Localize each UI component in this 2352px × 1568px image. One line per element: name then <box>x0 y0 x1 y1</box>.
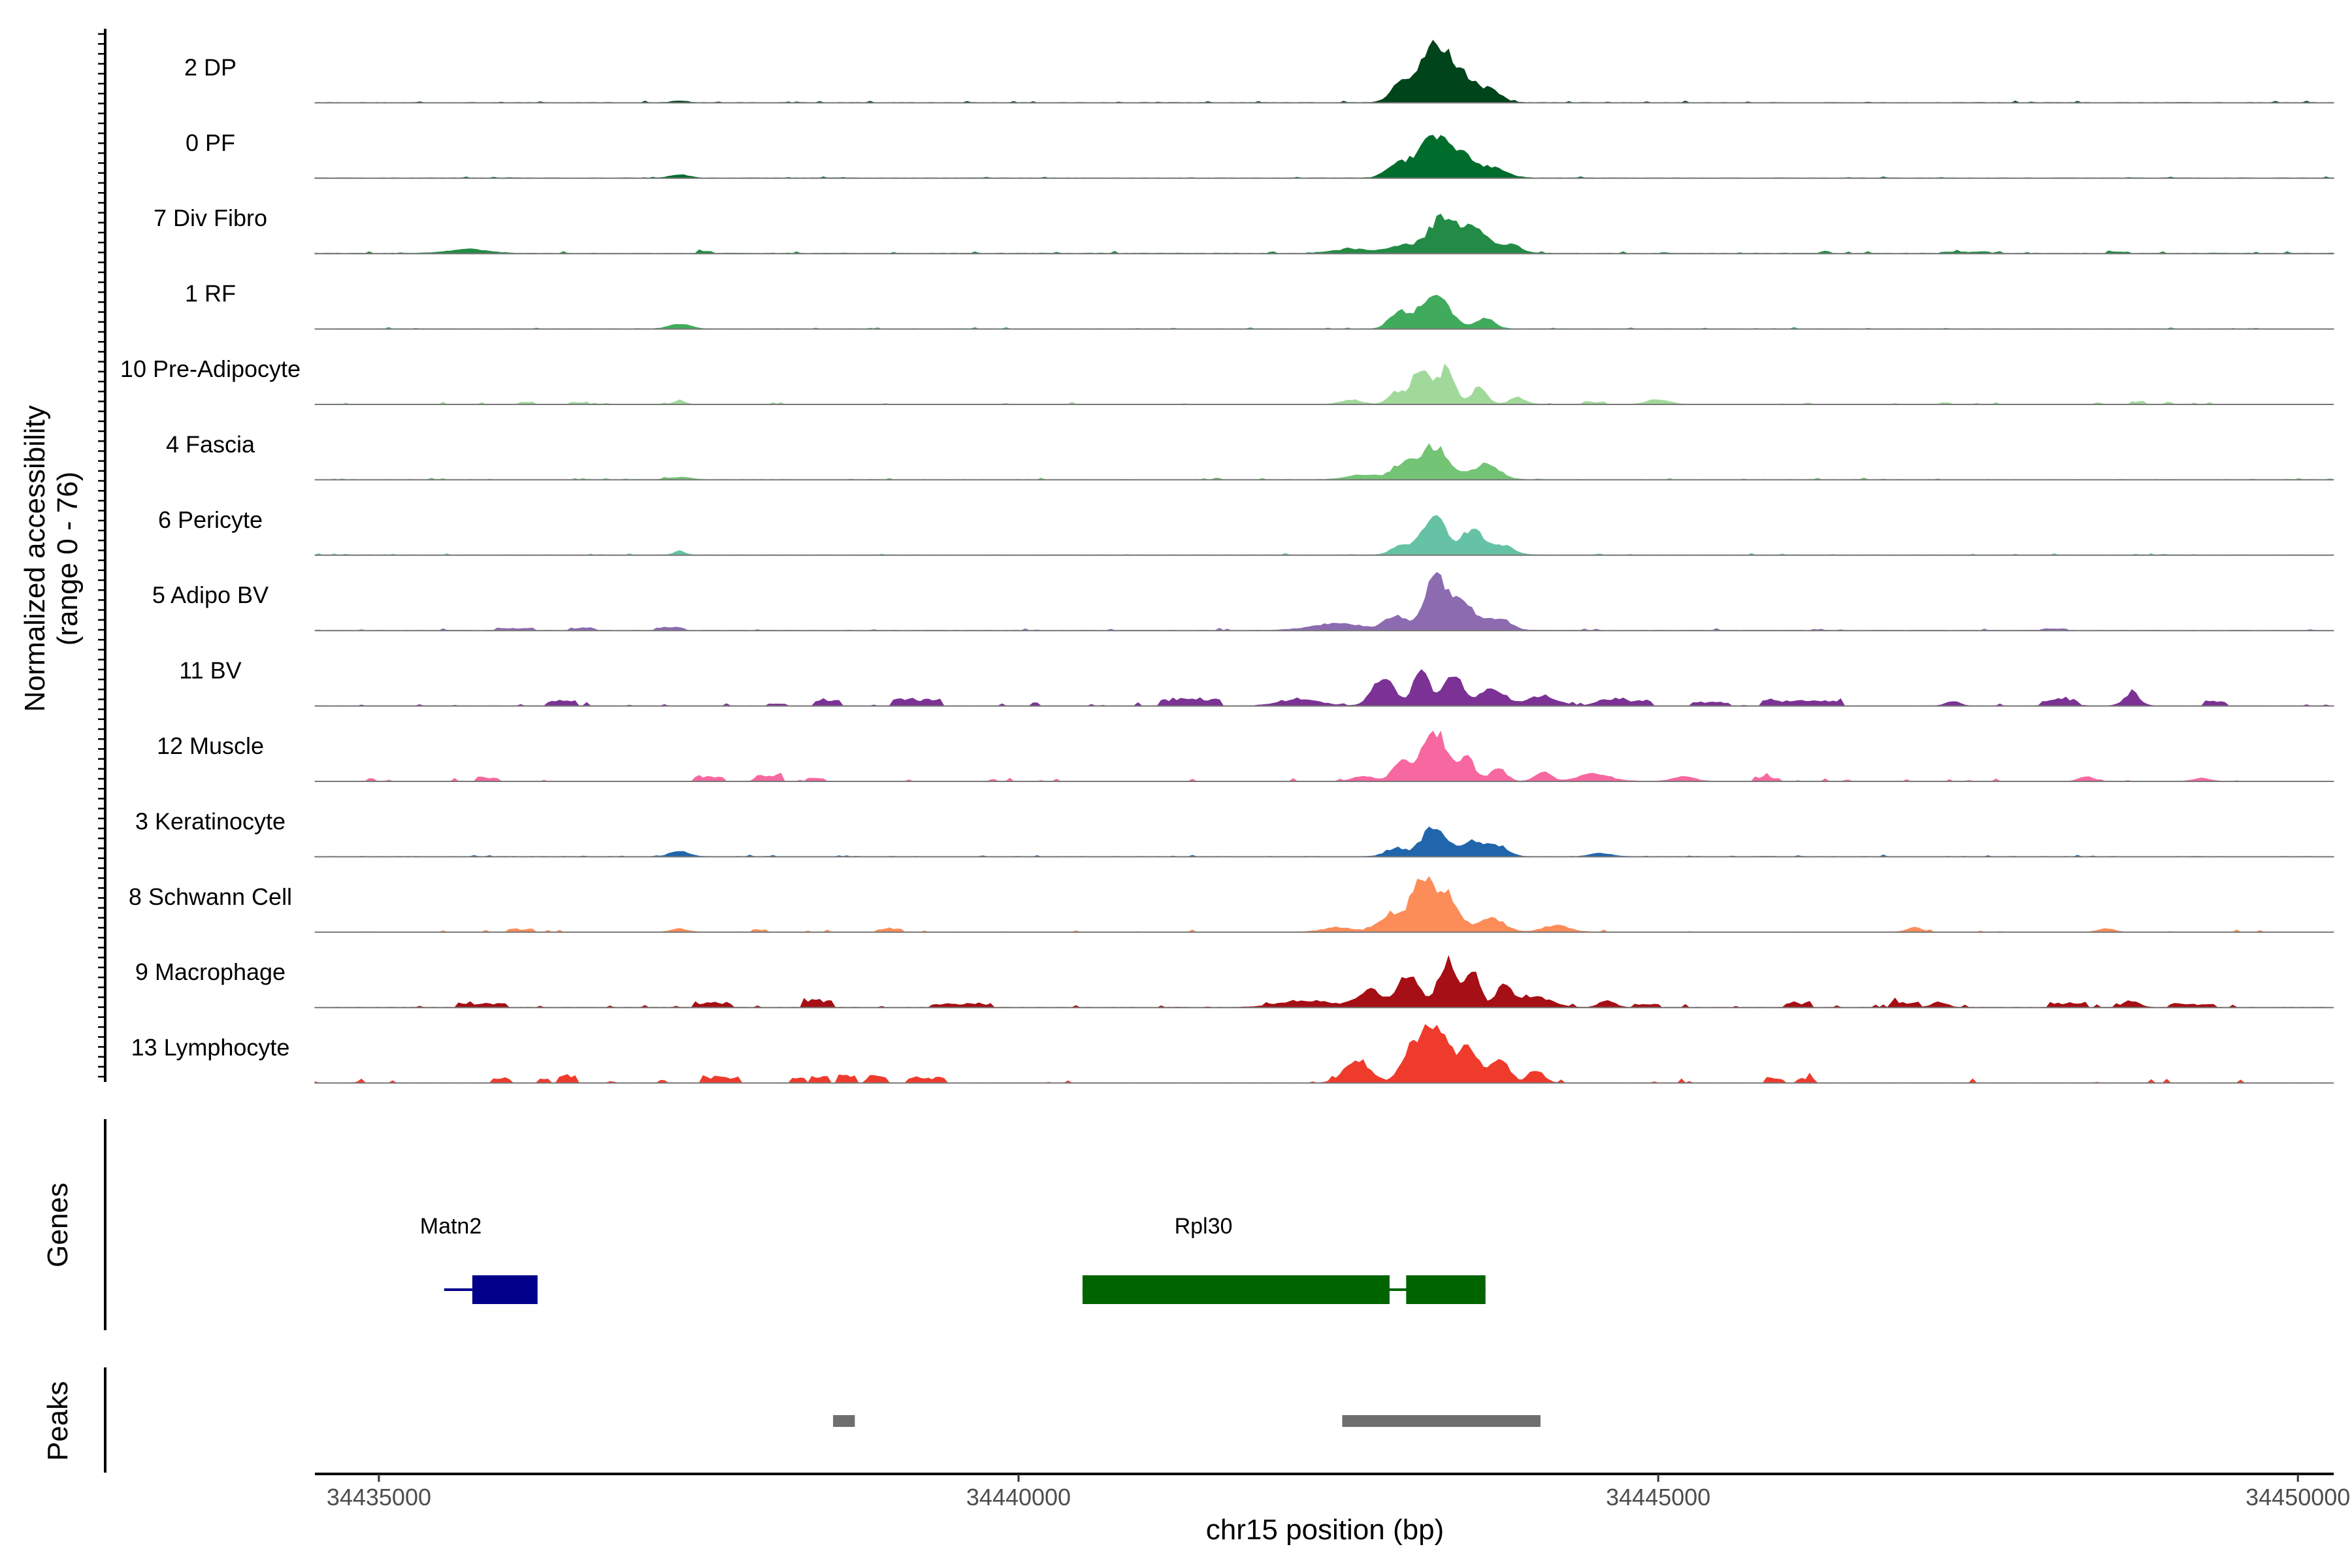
track-label: 0 PF <box>186 129 235 156</box>
track-3: 1 RF <box>185 280 2334 330</box>
x-axis-title: chr15 position (bp) <box>1206 1514 1444 1546</box>
track-6: 6 Pericyte <box>158 506 2334 556</box>
coverage-area <box>314 572 2334 631</box>
track-label: 4 Fascia <box>166 431 255 457</box>
coverage-area <box>314 295 2334 330</box>
coverage-area <box>314 39 2334 104</box>
y-axis-title: Normalized accessibility (range 0 - 76) <box>19 405 84 711</box>
track-label: 12 Muscle <box>157 732 264 759</box>
track-2: 7 Div Fibro <box>154 204 2334 255</box>
track-12: 9 Macrophage <box>135 955 2334 1009</box>
track-4: 10 Pre-Adipocyte <box>120 355 2334 405</box>
track-label: 1 RF <box>185 280 236 307</box>
track-0: 2 DP <box>184 39 2334 104</box>
track-9: 12 Muscle <box>157 730 2334 782</box>
track-10: 3 Keratinocyte <box>135 808 2334 858</box>
gene-exon <box>1082 1275 1390 1304</box>
track-13: 13 Lymphocyte <box>131 1024 2334 1084</box>
coverage-area <box>314 669 2334 707</box>
coverage-area <box>314 876 2334 933</box>
x-tick-label: 34435000 <box>327 1484 431 1511</box>
track-label: 6 Pericyte <box>158 506 263 533</box>
peak-region <box>1342 1415 1541 1427</box>
gene-label: Rpl30 <box>1175 1214 1233 1239</box>
x-tick-label: 34440000 <box>966 1484 1071 1511</box>
track-1: 0 PF <box>186 129 2334 179</box>
track-label: 11 BV <box>179 657 241 684</box>
genes-panel-title: Genes <box>42 1183 74 1267</box>
left-axes <box>98 29 106 1473</box>
coverage-tracks: 2 DP 0 PF 7 Div Fibro 1 RF 10 Pre-Adipocyte 4… <box>120 39 2334 1084</box>
track-7: 5 Adipo BV <box>152 572 2334 632</box>
track-label: 3 Keratinocyte <box>135 808 286 834</box>
gene-label: Matn2 <box>420 1214 482 1239</box>
coverage-area <box>314 955 2334 1008</box>
coverage-area <box>314 730 2334 782</box>
x-tick-label: 34445000 <box>1606 1484 1710 1511</box>
coverage-area <box>314 515 2334 556</box>
x-tick-label: 34450000 <box>2246 1484 2350 1511</box>
peaks-panel <box>833 1415 1541 1427</box>
gene-exon <box>1406 1275 1486 1304</box>
coverage-area <box>314 443 2334 481</box>
coverage-area <box>314 135 2334 179</box>
coverage-area <box>314 214 2334 254</box>
coverage-area <box>314 826 2334 858</box>
track-8: 11 BV <box>179 657 2334 707</box>
track-label: 8 Schwann Cell <box>129 883 292 910</box>
peaks-panel-title: Peaks <box>42 1381 74 1461</box>
peak-region <box>833 1415 855 1427</box>
gene-rpl30: Rpl30 <box>1082 1214 1486 1304</box>
track-11: 8 Schwann Cell <box>129 876 2334 933</box>
track-5: 4 Fascia <box>166 431 2334 481</box>
x-axis: 34435000 34440000 34445000 34450000 <box>315 1473 2350 1511</box>
coverage-area <box>314 363 2334 405</box>
track-label: 13 Lymphocyte <box>131 1034 290 1061</box>
track-label: 9 Macrophage <box>135 958 286 985</box>
track-label: 5 Adipo BV <box>152 581 269 608</box>
track-label: 7 Div Fibro <box>154 204 267 231</box>
gene-matn2: Matn2 <box>420 1214 538 1304</box>
y-axis-title-line1: Normalized accessibility <box>19 405 51 711</box>
genes-panel: Matn2 Rpl30 <box>420 1214 1486 1304</box>
gene-exon <box>472 1275 538 1304</box>
track-label: 2 DP <box>184 54 237 80</box>
coverage-area <box>314 1024 2334 1084</box>
y-axis-title-line2: (range 0 - 76) <box>52 472 84 646</box>
track-label: 10 Pre-Adipocyte <box>120 355 301 382</box>
